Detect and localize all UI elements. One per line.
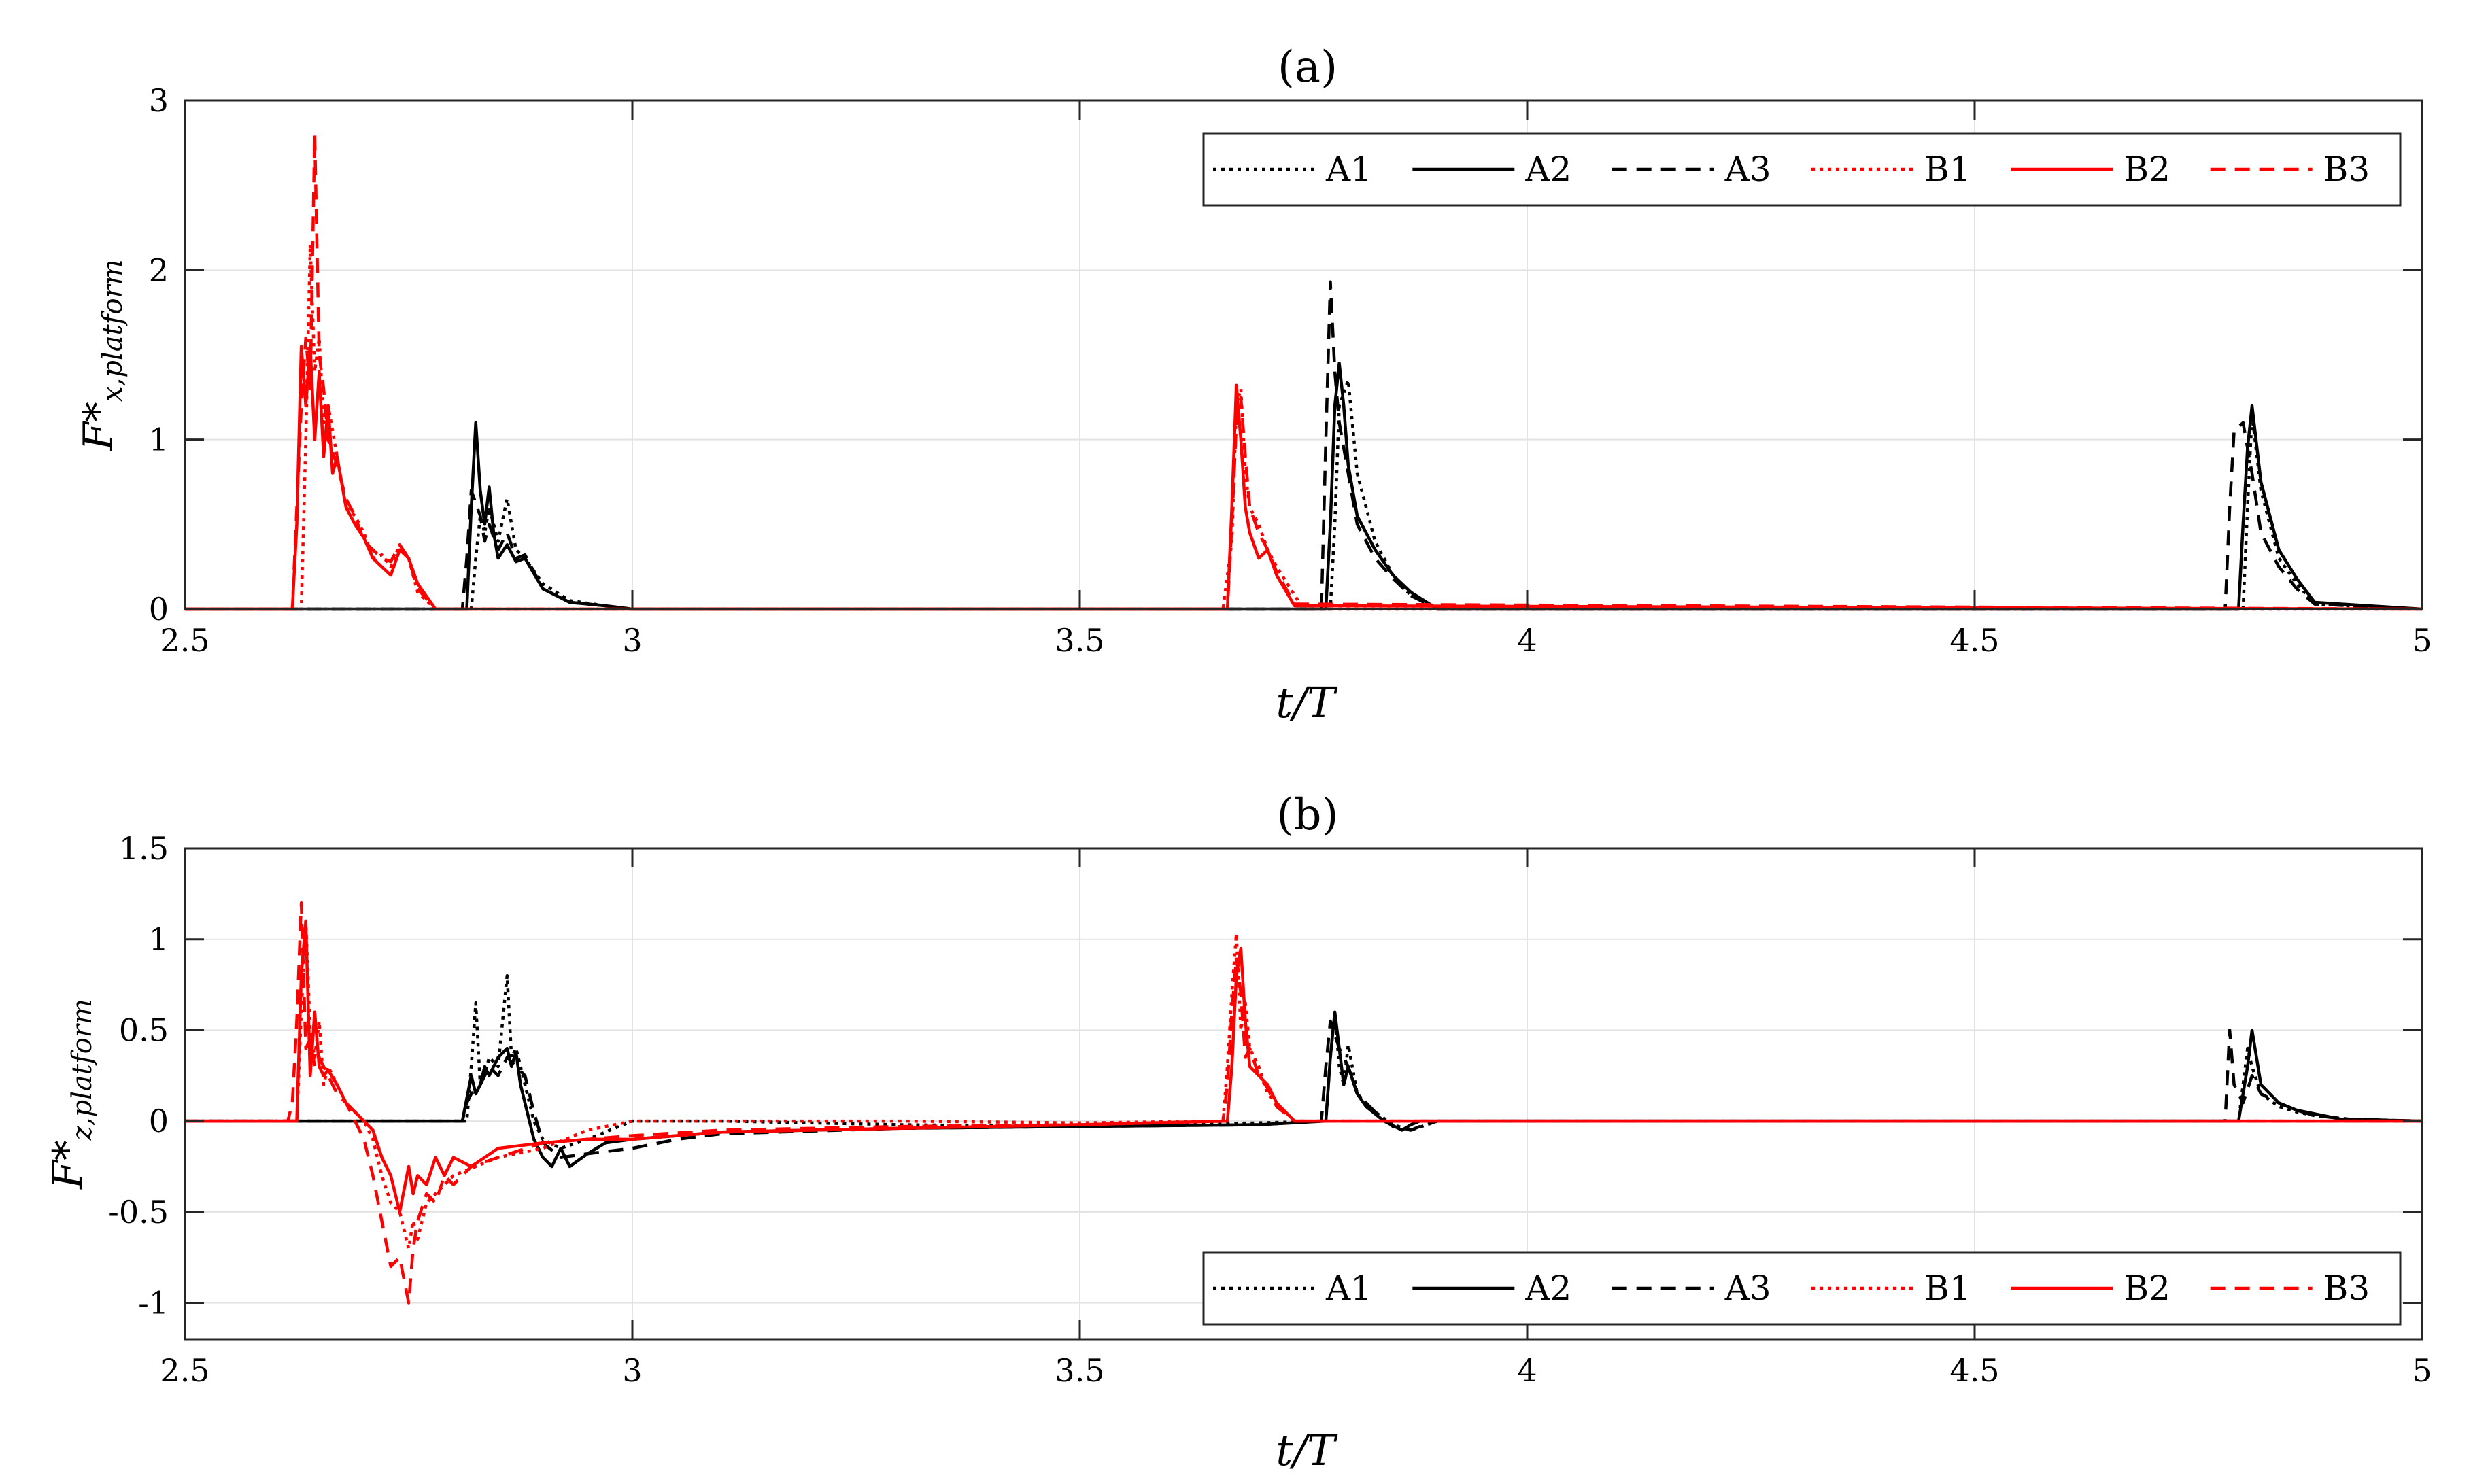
panel-a-series-a3	[185, 280, 2423, 611]
panel-b-series-a2	[185, 1010, 2423, 1169]
panel-a-ytick-label-3: 3	[149, 82, 169, 119]
panel-b-ylabel: F*z,platform	[44, 999, 98, 1190]
panel-b-series-b2	[185, 919, 2422, 1214]
panel-b-xtick-label-2: 3.5	[1055, 1352, 1104, 1389]
panel-a-legend: A1 A2 A3 B1 B2 B3	[1202, 132, 2402, 207]
panel-a-ylabel: F*x,platform	[75, 259, 129, 451]
panel-a-xtick-label-2: 3.5	[1055, 622, 1104, 659]
panel-b-legend-label-b3: B3	[2323, 1269, 2370, 1308]
panel-b-xtick-label-0: 2.5	[160, 1352, 209, 1389]
panel-b-xtick-label-3: 4	[1517, 1352, 1537, 1389]
panel-b-xlabel: t/T	[1276, 1426, 1338, 1475]
panel-a-legend-box	[1202, 132, 2402, 207]
panel-a-ylabel-sub: x,platform	[97, 259, 129, 402]
panel-b-legend-label-a2: A2	[1524, 1269, 1571, 1308]
panel-a-legend-label-b3: B3	[2323, 150, 2370, 189]
panel-a-ticks: 2.5 3 3.5 4 4.5 5 0 1 2 3	[149, 82, 2432, 659]
panel-a-legend-label-a1: A1	[1325, 150, 1372, 189]
panel-b-legend-label-b2: B2	[2124, 1269, 2170, 1308]
panel-a-ytick-label-2: 2	[149, 252, 169, 288]
panel-b-ytick-label-5: 1.5	[119, 830, 169, 867]
panel-b-xtick-label-1: 3	[622, 1352, 642, 1389]
panel-a-legend-label-a3: A3	[1724, 150, 1771, 189]
panel-a-series-a2	[185, 362, 2423, 611]
panel-a-ylabel-main: F*	[75, 402, 122, 451]
panel-b-legend: A1 A2 A3 B1 B2 B3	[1202, 1251, 2402, 1326]
panel-a-xtick-label-0: 2.5	[160, 622, 209, 659]
panel-b-legend-box	[1202, 1251, 2402, 1326]
panel-b-legend-label-a3: A3	[1724, 1269, 1771, 1308]
panel-b-series	[185, 901, 2423, 1305]
panel-a-ytick-label-0: 0	[149, 591, 169, 627]
panel-a-title: (a)	[1278, 42, 1337, 92]
panel-b-ytick-label-1: -0.5	[108, 1194, 169, 1230]
panel-a-series	[185, 133, 2423, 611]
panel-a-xlabel: t/T	[1276, 678, 1338, 727]
panel-b-legend-label-a1: A1	[1325, 1269, 1372, 1308]
panel-b-plot-frame	[184, 847, 2423, 1341]
panel-b-series-a3	[185, 1019, 2423, 1159]
panel-a-xtick-label-4: 4.5	[1949, 622, 1999, 659]
panel-b-ylabel-main: F*	[44, 1140, 92, 1190]
panel-b-ticks: 2.5 3 3.5 4 4.5 5 -1 -0.5 0 0.5 1 1.5	[108, 830, 2432, 1389]
panel-b-xtick-label-5: 5	[2412, 1352, 2432, 1389]
panel-a-plot-frame	[184, 99, 2423, 610]
panel-b-ytick-label-4: 1	[149, 921, 169, 958]
panel-a-legend-label-a2: A2	[1524, 150, 1571, 189]
panel-b-title: (b)	[1277, 790, 1339, 840]
panel-a-ytick-label-1: 1	[149, 421, 169, 458]
panel-b-ytick-label-2: 0	[149, 1103, 169, 1139]
panel-a-xtick-label-5: 5	[2412, 622, 2432, 659]
panel-b-ytick-label-3: 0.5	[119, 1012, 169, 1048]
panel-a-legend-label-b1: B1	[1924, 150, 1971, 189]
panel-b-xtick-label-4: 4.5	[1949, 1352, 1999, 1389]
panel-a-xtick-label-1: 3	[622, 622, 642, 659]
panel-b: (b) 2.5 3 3.5 4 4.5 5 -1 -0.5 0 0.5 1 1.5 t/T F*z,p…	[44, 790, 2432, 1475]
panel-a-legend-label-b2: B2	[2124, 150, 2170, 189]
panel-a-xtick-label-3: 4	[1517, 622, 1537, 659]
panel-b-legend-label-b1: B1	[1924, 1269, 1971, 1308]
panel-a-series-b3	[185, 133, 2423, 611]
panel-a: (a) 2.5 3 3.5 4 4.5 5 0 1 2 3 t/T F*x,platform A1…	[75, 42, 2432, 727]
panel-b-ylabel-sub: z,platform	[67, 999, 98, 1141]
panel-b-ytick-label-0: -1	[138, 1285, 169, 1322]
